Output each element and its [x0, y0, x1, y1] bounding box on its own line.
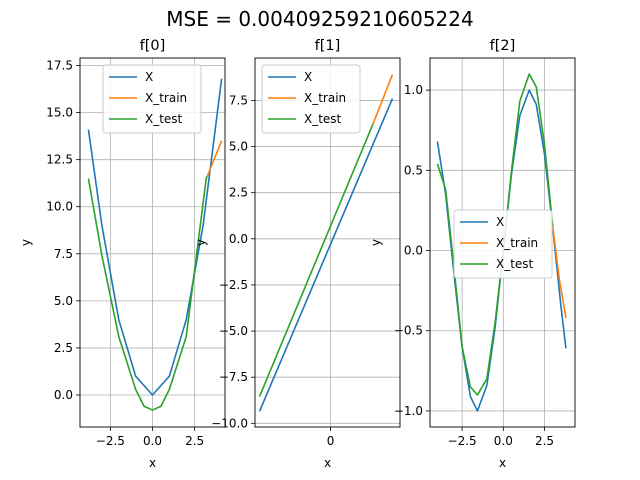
y-tick-label: 15.0 [46, 106, 73, 120]
legend: X X_train X_test [453, 209, 553, 279]
legend-box [102, 64, 202, 134]
legend: X X_train X_test [261, 64, 361, 134]
y-tick-label: −1.0 [394, 404, 423, 418]
y-tick-label: 7.5 [54, 247, 73, 261]
legend-box [453, 209, 553, 279]
legend-label: X_train [304, 91, 346, 105]
legend-label: X [496, 215, 504, 229]
y-tick-label: 10.0 [46, 200, 73, 214]
y-tick-label: −2.5 [219, 278, 248, 292]
legend-label: X_train [496, 236, 538, 250]
subplot-title: f[2] [490, 38, 516, 54]
legend-label: X [145, 70, 153, 84]
series-line-0 [258, 98, 394, 412]
x-tick-label: 0.0 [494, 434, 513, 448]
legend: X X_train X_test [102, 64, 202, 134]
y-tick-label: 0.5 [404, 163, 423, 177]
x-tick-label: −2.5 [448, 434, 477, 448]
figure-suptitle: MSE = 0.00409259210605224 [166, 7, 473, 31]
series-group [87, 78, 223, 411]
y-tick-label: 1.0 [404, 83, 423, 97]
subplot-0: −2.5 0.0 2.5 0.0 2.5 5.0 7.5 10.0 12.5 15.0 17.5 f[… [19, 38, 226, 470]
legend-label: X_train [145, 91, 187, 105]
series-group [258, 74, 394, 412]
x-tick-label: 0.0 [143, 434, 162, 448]
y-tick-label: 5.0 [54, 294, 73, 308]
x-axis-label: x [324, 456, 331, 470]
y-tick-label: −0.5 [394, 324, 423, 338]
axes-frame [254, 57, 401, 428]
legend-box [261, 64, 361, 134]
subplot-1: 0 −10.0 −7.5 −5.0 −2.5 0.0 2.5 5.0 7.5 f[1] x y X X_t… [194, 38, 401, 470]
subplot-panels: −2.5 0.0 2.5 0.0 2.5 5.0 7.5 10.0 12.5 15.0 17.5 f[… [19, 38, 576, 470]
subplot-2: −2.5 0.0 2.5 −1.0 −0.5 0.0 0.5 1.0 f[2] x y X X_trai… [369, 38, 576, 470]
series-line-2 [87, 176, 208, 411]
y-tick-label: 0.0 [229, 232, 248, 246]
series-line-1 [205, 140, 223, 179]
legend-label: X [304, 70, 312, 84]
legend-label: X_test [304, 112, 342, 126]
x-axis-label: x [149, 456, 156, 470]
y-tick-label: 7.5 [229, 93, 248, 107]
y-tick-label: 17.5 [46, 59, 73, 73]
x-tick-label: −2.5 [96, 434, 125, 448]
series-line-1 [372, 74, 394, 125]
y-tick-label: 0.0 [54, 388, 73, 402]
y-tick-label: 12.5 [46, 153, 73, 167]
legend-label: X_test [145, 112, 183, 126]
y-axis-label: y [194, 239, 208, 246]
x-axis-label: x [499, 456, 506, 470]
y-tick-label: 5.0 [229, 140, 248, 154]
y-tick-label: 0.0 [404, 244, 423, 258]
series-line-0 [87, 78, 223, 396]
x-tick-label: 0 [327, 434, 335, 448]
axes-frame [429, 57, 576, 428]
y-tick-label: −10.0 [211, 416, 248, 430]
legend-label: X_test [496, 257, 534, 271]
y-tick-label: 2.5 [54, 341, 73, 355]
series-line-1 [551, 226, 567, 319]
series-line-2 [436, 73, 554, 396]
series-line-2 [258, 124, 374, 397]
x-tick-label: 2.5 [185, 434, 204, 448]
y-tick-label: 2.5 [229, 186, 248, 200]
y-axis-label: y [19, 239, 33, 246]
x-tick-label: 2.5 [535, 434, 554, 448]
y-axis-label: y [369, 239, 383, 246]
y-tick-label: −5.0 [219, 324, 248, 338]
y-tick-label: −7.5 [219, 370, 248, 384]
subplot-title: f[0] [140, 38, 166, 54]
subplot-title: f[1] [315, 38, 341, 54]
